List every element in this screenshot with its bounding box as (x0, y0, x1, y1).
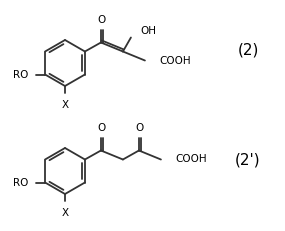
Text: X: X (62, 207, 69, 217)
Text: COOH: COOH (175, 154, 207, 164)
Text: O: O (136, 122, 144, 132)
Text: O: O (98, 122, 106, 132)
Text: (2): (2) (237, 42, 259, 57)
Text: RO: RO (13, 178, 28, 188)
Text: COOH: COOH (159, 55, 191, 65)
Text: OH: OH (140, 25, 156, 35)
Text: (2'): (2') (235, 152, 261, 167)
Text: X: X (62, 100, 69, 109)
Text: RO: RO (13, 70, 28, 80)
Text: O: O (98, 15, 106, 25)
